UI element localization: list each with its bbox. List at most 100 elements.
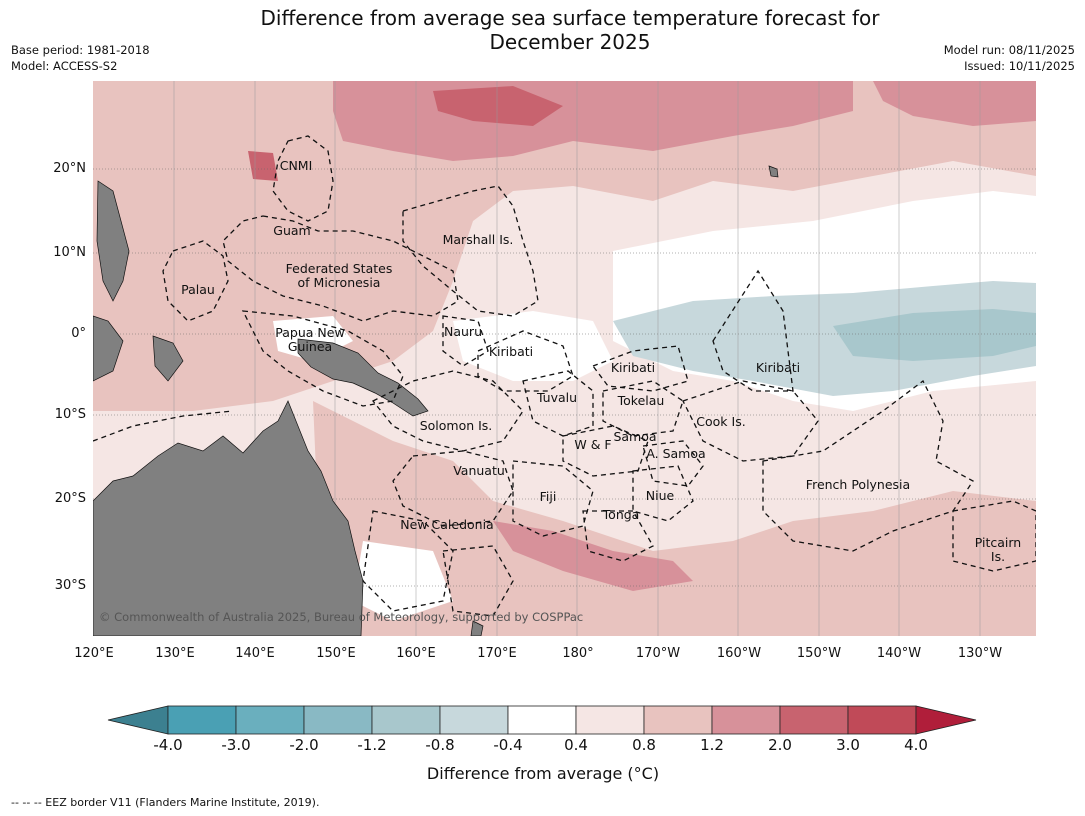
colorbar-cell xyxy=(235,705,305,735)
colorbar-tick-label: 0.4 xyxy=(564,736,588,754)
lon-label-130w: 130°W xyxy=(957,646,1003,661)
lon-label-130e: 130°E xyxy=(155,646,195,661)
neutral-tasman-south xyxy=(353,541,453,621)
colorbar-tick-label: 1.2 xyxy=(700,736,724,754)
lon-label-170w: 170°W xyxy=(635,646,681,661)
label-kiribati-w: Kiribati xyxy=(489,344,533,359)
meta-right: Model run: 08/11/2025 Issued: 10/11/2025 xyxy=(944,42,1075,74)
lon-label-120e: 120°E xyxy=(74,646,114,661)
colorbar xyxy=(107,705,977,735)
label-tuvalu: Tuvalu xyxy=(536,390,577,405)
anomaly-1.2-2.0-northeast xyxy=(873,81,1036,126)
eez-new-caledonia xyxy=(362,510,454,612)
label-niue: Niue xyxy=(646,488,675,503)
colorbar-tick-label: 3.0 xyxy=(836,736,860,754)
label-asamoa: A. Samoa xyxy=(646,446,705,461)
lon-label-160w: 160°W xyxy=(716,646,762,661)
eez-tuvalu xyxy=(522,370,594,437)
colorbar-tick-label: -0.8 xyxy=(425,736,455,754)
label-samoa: Samoa xyxy=(613,429,656,444)
colorbar-cell xyxy=(303,705,373,735)
lon-label-140w: 140°W xyxy=(876,646,922,661)
lat-label-30s: 30°S xyxy=(54,578,86,593)
eez-asamoa xyxy=(642,440,704,487)
eez-tonga xyxy=(582,510,654,562)
eez-australia-north xyxy=(93,410,234,442)
eez-fsm xyxy=(222,215,459,322)
label-fsm-1: Federated States xyxy=(286,261,393,276)
land-sulawesi xyxy=(152,335,184,382)
colorbar-tick-label: -3.0 xyxy=(221,736,251,754)
land-new-zealand-tip xyxy=(470,620,484,636)
label-fiji: Fiji xyxy=(540,489,557,504)
anomaly-neg-0.8-0.4 xyxy=(613,281,1036,396)
neutral-band-central xyxy=(453,311,613,381)
land-philippines xyxy=(96,180,130,302)
label-palau: Palau xyxy=(181,282,215,297)
lat-label-20s: 20°S xyxy=(54,491,86,506)
eez-norfolk xyxy=(442,545,514,617)
label-marshall: Marshall Is. xyxy=(443,232,514,247)
land-hawaii xyxy=(768,165,779,178)
colorbar-tick-label: -4.0 xyxy=(153,736,183,754)
colorbar-over-arrow xyxy=(915,705,977,735)
copyright-notice: © Commonwealth of Australia 2025, Bureau… xyxy=(99,610,583,624)
colorbar-tick-label: -0.4 xyxy=(493,736,523,754)
eez-niue xyxy=(632,465,694,522)
region-labels: CNMI Guam Palau Federated States of Micr… xyxy=(181,158,1021,564)
anomaly-neg-1.2-0.8 xyxy=(833,309,1036,361)
colorbar-tick-label: 0.8 xyxy=(632,736,656,754)
eez-solomon xyxy=(371,370,524,452)
land-australia xyxy=(93,400,364,636)
eez-nauru xyxy=(442,315,489,367)
land xyxy=(93,165,779,636)
label-new-caledonia: New Caledonia xyxy=(400,517,493,532)
label-png-2: Guinea xyxy=(288,339,332,354)
label-png-1: Papua New xyxy=(275,325,344,340)
eez-cook xyxy=(682,380,819,462)
label-tonga: Tonga xyxy=(602,507,640,522)
land-new-guinea xyxy=(297,338,429,417)
meta-left: Base period: 1981-2018 Model: ACCESS-S2 xyxy=(11,42,150,74)
label-kiribati-c: Kiribati xyxy=(611,360,655,375)
label-guam: Guam xyxy=(273,223,310,238)
eez-footnote: -- -- -- EEZ border V11 (Flanders Marine… xyxy=(11,796,320,809)
eez-palau xyxy=(162,240,229,322)
label-kiribati-e: Kiribati xyxy=(756,360,800,375)
anomaly-fields: CNMI Guam Palau Federated States of Micr… xyxy=(93,81,1036,636)
label-wf: W & F xyxy=(574,437,611,452)
issued-date: Issued: 10/11/2025 xyxy=(964,59,1075,73)
title-line-2: December 2025 xyxy=(489,30,651,54)
lat-label-eq: 0° xyxy=(71,326,86,341)
anomaly-2.0-3.0-core-n xyxy=(433,86,563,126)
eez-cnmi xyxy=(272,135,334,222)
label-pitcairn-2: Is. xyxy=(991,549,1005,564)
label-tokelau: Tokelau xyxy=(617,393,665,408)
colorbar-cell xyxy=(847,705,917,735)
lat-label-20n: 20°N xyxy=(53,161,86,176)
model-name: Model: ACCESS-S2 xyxy=(11,59,118,73)
colorbar-tick-label: 2.0 xyxy=(768,736,792,754)
label-cnmi: CNMI xyxy=(280,158,313,173)
anomaly-2.0-3.0-core-w xyxy=(248,151,278,181)
lon-label-150e: 150°E xyxy=(316,646,356,661)
anomaly-0.8-1.2-south xyxy=(313,401,1036,636)
anomaly-1.2-2.0-tasman xyxy=(493,521,693,591)
label-solomon: Solomon Is. xyxy=(420,418,493,433)
eez-french-polynesia xyxy=(762,380,974,552)
label-vanuatu: Vanuatu xyxy=(453,463,505,478)
colorbar-tick-label: -1.2 xyxy=(357,736,387,754)
colorbar-cell xyxy=(507,705,577,735)
colorbar-tick-label: -2.0 xyxy=(289,736,319,754)
colorbar-cell xyxy=(779,705,849,735)
base-period: Base period: 1981-2018 xyxy=(11,43,150,57)
lat-label-10s: 10°S xyxy=(54,407,86,422)
lon-label-160e: 160°E xyxy=(396,646,436,661)
label-french-polynesia: French Polynesia xyxy=(806,477,910,492)
colorbar-cell xyxy=(371,705,441,735)
lon-label-180: 180° xyxy=(562,646,594,661)
eez-borders xyxy=(93,135,1036,617)
model-run: Model run: 08/11/2025 xyxy=(943,43,1075,57)
graticule xyxy=(93,168,1036,587)
label-cook: Cook Is. xyxy=(696,414,745,429)
